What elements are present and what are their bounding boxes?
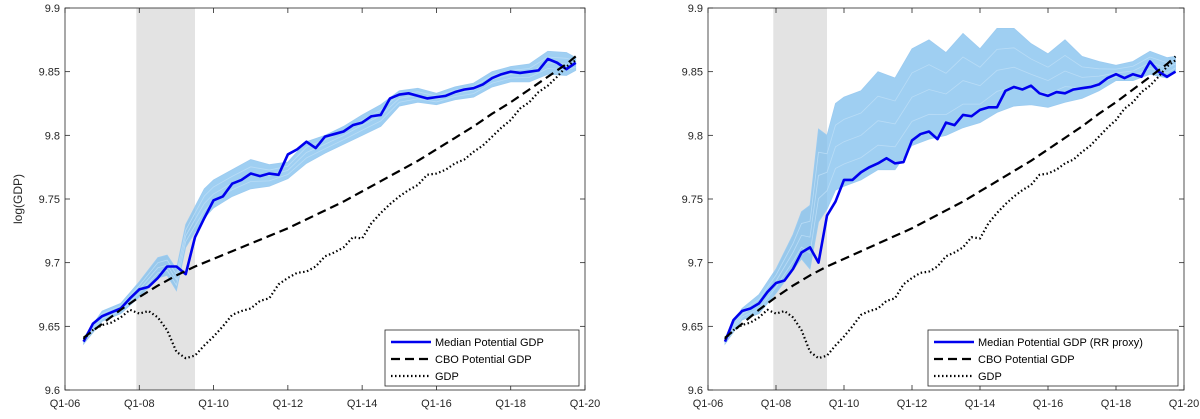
- left-legend-label-0: Median Potential GDP: [435, 337, 544, 349]
- left-legend-label-2: GDP: [435, 371, 459, 383]
- right-legend-label-1: CBO Potential GDP: [978, 354, 1075, 366]
- left-xtick-label-5: Q1-16: [421, 398, 452, 410]
- left-xtick-label-2: Q1-10: [198, 398, 229, 410]
- right-ytick-label-3: 9.75: [682, 194, 703, 206]
- right-xtick-label-6: Q1-18: [1101, 398, 1132, 410]
- left-xtick-label-3: Q1-12: [273, 398, 304, 410]
- left-xtick-label-1: Q1-08: [124, 398, 155, 410]
- left-ylabel: log(GDP): [11, 174, 25, 224]
- right-ytick-label-4: 9.8: [688, 130, 703, 142]
- right-xtick-label-7: Q1-20: [1169, 398, 1200, 410]
- right-xtick-label-5: Q1-16: [1033, 398, 1064, 410]
- right-draws-band: [724, 27, 1176, 346]
- left-xtick-label-6: Q1-18: [495, 398, 526, 410]
- right-series-2: [724, 59, 1177, 360]
- chart-left: Q1-06 Q1-08 Q1-10 Q1-12 Q1-14 Q1-16 Q1-18 Q1-20…: [11, 3, 600, 410]
- left-ytick-label-4: 9.8: [45, 130, 60, 142]
- right-xtick-label-2: Q1-10: [829, 398, 860, 410]
- right-ytick-label-2: 9.7: [688, 258, 703, 270]
- left-draw-line-0: [83, 66, 576, 343]
- left-xtick-label-4: Q1-14: [347, 398, 378, 410]
- right-xtick-label-1: Q1-08: [761, 398, 792, 410]
- right-draw-line-1: [724, 62, 1176, 342]
- right-ytick-label-5: 9.85: [682, 67, 703, 79]
- right-ytick-label-1: 9.65: [682, 321, 703, 333]
- left-legend: Median Potential GDP CBO Potential GDP GDP: [384, 329, 580, 387]
- left-legend-label-1: CBO Potential GDP: [435, 354, 532, 366]
- left-legend-box: [384, 329, 580, 387]
- right-ytick-label-6: 9.9: [688, 3, 703, 15]
- left-ytick-label-6: 9.9: [45, 3, 60, 15]
- right-series-0: [723, 60, 1177, 343]
- left-series-0: [82, 57, 577, 343]
- right-xtick-label-0: Q1-06: [693, 398, 724, 410]
- left-ytick-label-0: 9.6: [45, 385, 60, 397]
- left-series-1: [82, 55, 577, 339]
- chart-right: Q1-06 Q1-08 Q1-10 Q1-12 Q1-14 Q1-16 Q1-18 Q1-20…: [682, 3, 1200, 410]
- left-draw-line-2: [83, 56, 576, 340]
- left-ytick-label-3: 9.75: [39, 194, 60, 206]
- right-legend: Median Potential GDP (RR proxy) CBO Poten…: [927, 329, 1179, 387]
- right-ytick-label-0: 9.6: [688, 385, 703, 397]
- left-ytick-label-5: 9.85: [39, 67, 60, 79]
- left-ytick-label-2: 9.7: [45, 258, 60, 270]
- right-draw-line-2: [724, 47, 1176, 340]
- left-series-2: [82, 59, 577, 360]
- right-xtick-label-3: Q1-12: [897, 398, 928, 410]
- left-xtick-label-7: Q1-20: [570, 398, 600, 410]
- right-legend-label-2: GDP: [978, 371, 1002, 383]
- left-recession-shading: [136, 8, 195, 390]
- right-legend-label-0: Median Potential GDP (RR proxy): [978, 337, 1143, 349]
- left-xtick-label-0: Q1-06: [50, 398, 81, 410]
- right-xtick-label-4: Q1-14: [965, 398, 996, 410]
- left-ytick-label-1: 9.65: [39, 321, 60, 333]
